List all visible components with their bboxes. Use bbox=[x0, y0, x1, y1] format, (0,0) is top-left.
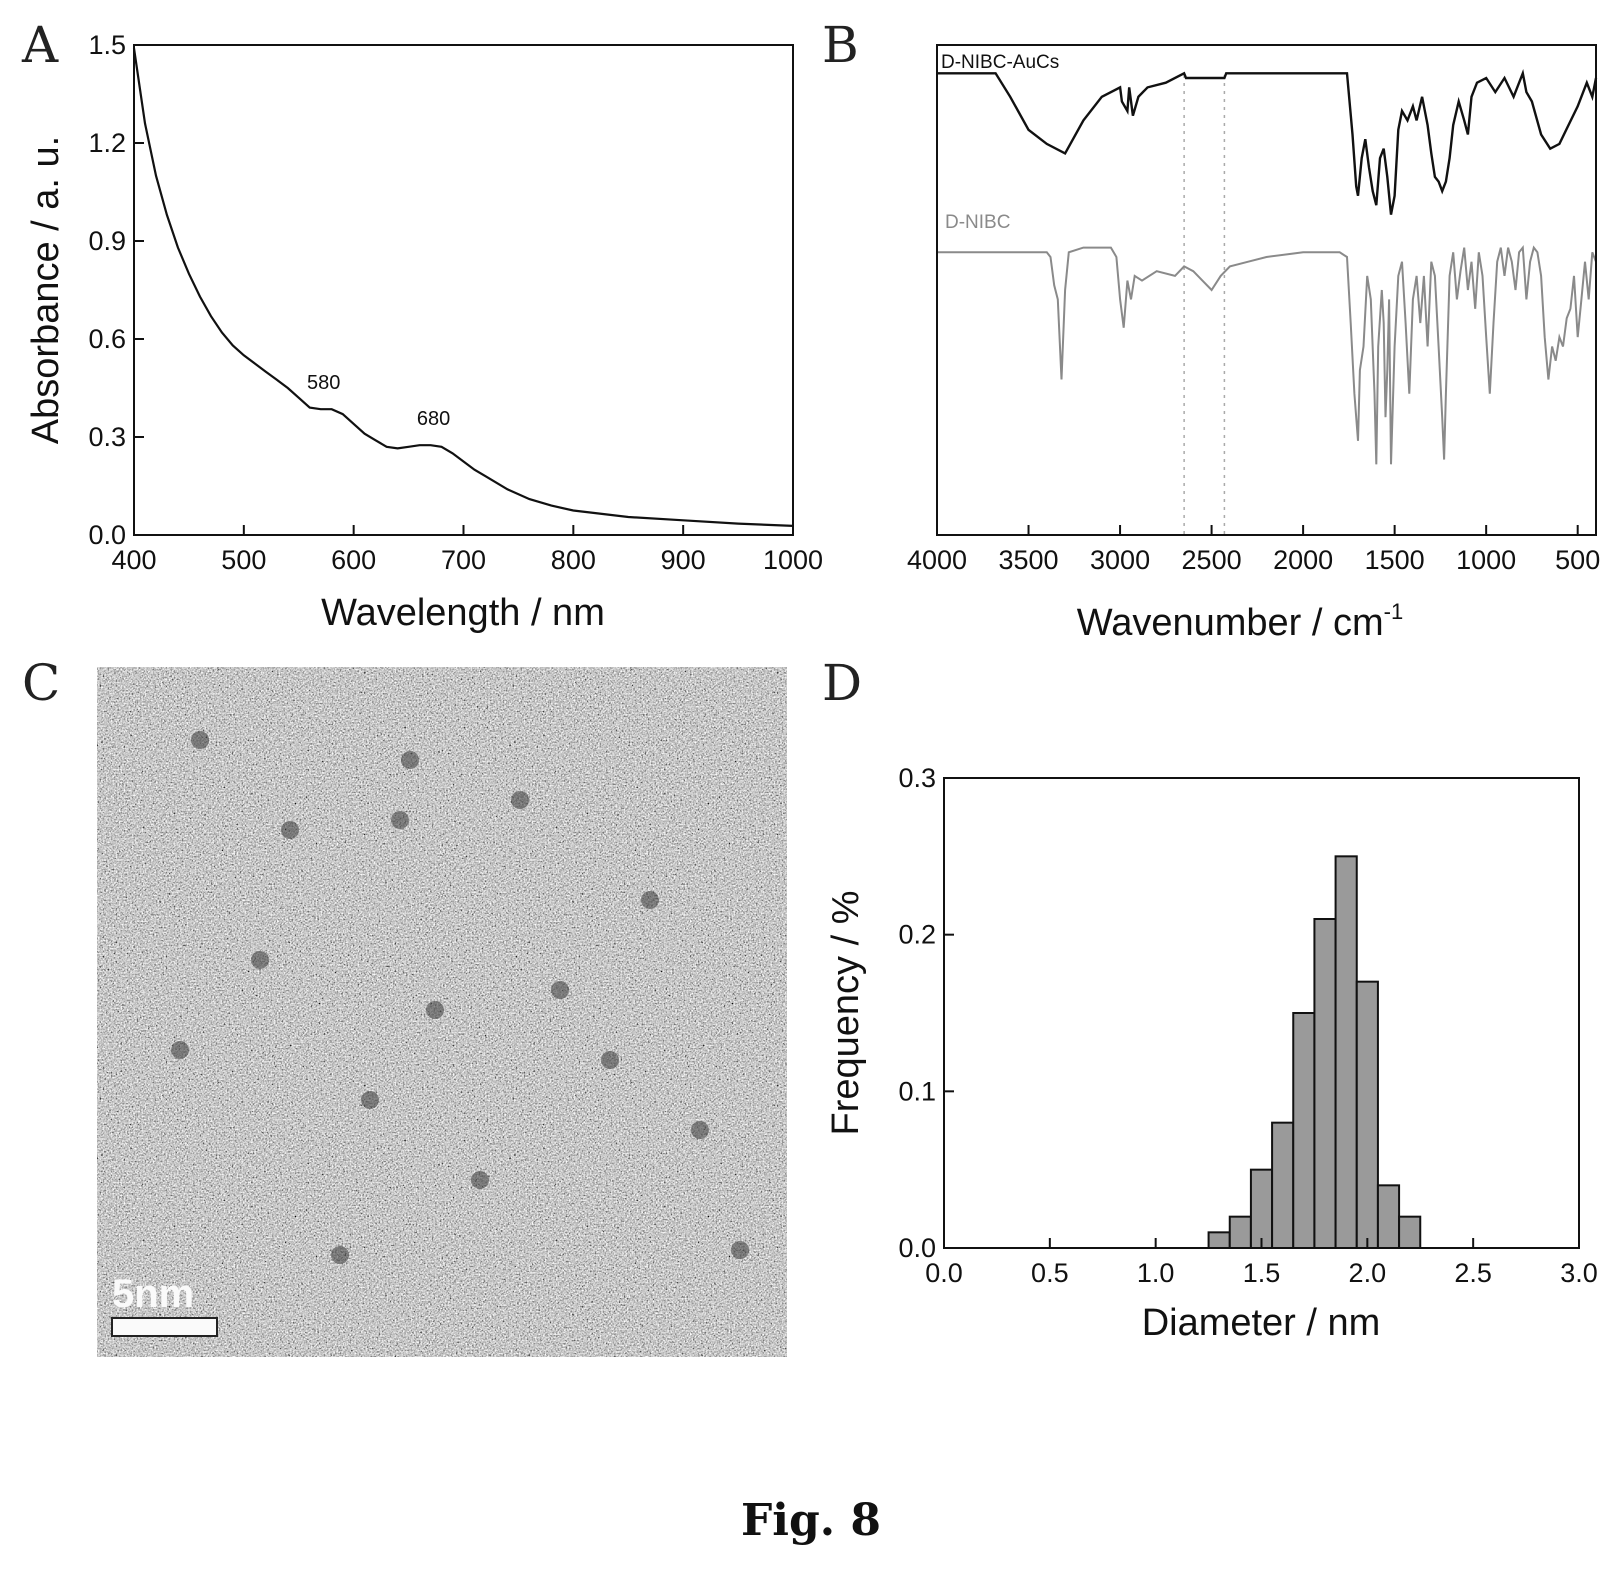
nanocluster-spot bbox=[391, 811, 409, 829]
a-x-tick-label: 1000 bbox=[763, 545, 823, 575]
absorbance-curve bbox=[132, 48, 794, 527]
spectrum-d-nibc-aucs bbox=[937, 69, 1598, 215]
d-y-tick-label: 0.2 bbox=[898, 920, 936, 950]
panel-b: B D-NIBC-AuCs D-NIBC 4000 3500 3000 2500 200… bbox=[822, 16, 1600, 644]
a-x-tick-label: 800 bbox=[551, 545, 596, 575]
label-d-nibc-aucs: D-NIBC-AuCs bbox=[941, 52, 1059, 73]
b-x-tick-label: 2000 bbox=[1273, 545, 1333, 575]
panel-a: A 0.0 0.3 0.6 0.9 1.2 1.5 400 500 600 700 800 900 1… bbox=[21, 16, 823, 634]
b-x-tick-label: 3000 bbox=[1090, 545, 1150, 575]
plot-frame-a bbox=[133, 44, 794, 536]
a-y-tick-label: 0.3 bbox=[88, 422, 126, 452]
d-y-tick-label: 0.1 bbox=[898, 1076, 936, 1106]
d-x-ticks: 0.0 0.5 1.0 1.5 2.0 2.5 3.0 bbox=[925, 1238, 1598, 1288]
histogram-bar bbox=[1376, 1184, 1401, 1250]
panel-letter-a: A bbox=[21, 16, 59, 74]
nanocluster-spot bbox=[251, 951, 269, 969]
b-x-tick-label: 4000 bbox=[907, 545, 967, 575]
histogram-bar bbox=[1292, 1012, 1316, 1249]
nanocluster-spot bbox=[281, 821, 299, 839]
plot-frame-d bbox=[943, 777, 1580, 1249]
d-x-tick-label: 2.5 bbox=[1454, 1258, 1492, 1288]
d-x-tick-label: 0.0 bbox=[925, 1258, 963, 1288]
panel-c: C 5nm bbox=[22, 654, 787, 1357]
d-y-axis-title: Frequency / % bbox=[825, 891, 867, 1136]
a-y-tick-label: 0.9 bbox=[88, 226, 126, 256]
a-x-ticks: 400 500 600 700 800 900 1000 bbox=[111, 525, 823, 575]
nanocluster-spot bbox=[731, 1241, 749, 1259]
a-x-tick-label: 600 bbox=[331, 545, 376, 575]
d-bars bbox=[1207, 855, 1422, 1250]
label-d-nibc: D-NIBC bbox=[945, 212, 1010, 233]
d-y-tick-label: 0.0 bbox=[898, 1233, 936, 1263]
nanocluster-spot bbox=[471, 1171, 489, 1189]
histogram-bar bbox=[1207, 1231, 1231, 1250]
nanocluster-spot bbox=[511, 791, 529, 809]
d-x-tick-label: 0.5 bbox=[1031, 1258, 1069, 1288]
a-x-tick-label: 700 bbox=[441, 545, 486, 575]
a-y-tick-label: 1.5 bbox=[88, 30, 126, 60]
scale-bar-label: 5nm bbox=[112, 1272, 194, 1316]
histogram-bar bbox=[1228, 1215, 1252, 1249]
nanocluster-spot bbox=[551, 981, 569, 999]
annotation-580: 580 bbox=[307, 372, 340, 394]
b-x-axis-title-text: Wavenumber / cm bbox=[1077, 602, 1384, 644]
spectrum-d-nibc bbox=[937, 244, 1597, 465]
scale-bar bbox=[111, 1317, 218, 1337]
nanocluster-spot bbox=[426, 1001, 444, 1019]
histogram-bar bbox=[1249, 1168, 1274, 1249]
panel-d: D 0.0 0.1 0.2 0.3 0.0 0.5 1.0 1.5 2.0 2.5 3.0 Dia… bbox=[822, 654, 1598, 1344]
b-x-ticks: 4000 3500 3000 2500 2000 1500 1000 500 bbox=[907, 525, 1600, 575]
nanocluster-spot bbox=[601, 1051, 619, 1069]
nanocluster-spot bbox=[191, 731, 209, 749]
a-x-tick-label: 900 bbox=[661, 545, 706, 575]
figure-caption: Fig. 8 bbox=[741, 1495, 881, 1546]
histogram-bar bbox=[1313, 918, 1337, 1249]
nanocluster-spot bbox=[331, 1246, 349, 1264]
a-x-axis-title: Wavelength / nm bbox=[321, 592, 605, 634]
panel-letter-c: C bbox=[22, 654, 60, 712]
b-x-axis-title: Wavenumber / cm-1 bbox=[1077, 599, 1403, 644]
d-x-tick-label: 1.0 bbox=[1137, 1258, 1175, 1288]
b-x-tick-label: 3500 bbox=[998, 545, 1058, 575]
panel-letter-d: D bbox=[822, 654, 862, 712]
histogram-bar bbox=[1271, 1121, 1295, 1249]
nanocluster-spot bbox=[641, 891, 659, 909]
d-y-tick-label: 0.3 bbox=[898, 763, 936, 793]
a-y-tick-label: 1.2 bbox=[88, 128, 126, 158]
d-x-tick-label: 3.0 bbox=[1560, 1258, 1598, 1288]
nanocluster-spot bbox=[401, 751, 419, 769]
plot-frame-b bbox=[936, 44, 1597, 536]
d-x-tick-label: 1.5 bbox=[1243, 1258, 1281, 1288]
histogram-bar bbox=[1398, 1215, 1422, 1249]
d-y-ticks: 0.0 0.1 0.2 0.3 bbox=[898, 763, 954, 1263]
d-x-tick-label: 2.0 bbox=[1349, 1258, 1387, 1288]
nanocluster-spots bbox=[171, 731, 749, 1264]
nanocluster-spot bbox=[171, 1041, 189, 1059]
b-x-tick-label: 1000 bbox=[1456, 545, 1516, 575]
d-x-axis-title: Diameter / nm bbox=[1142, 1302, 1381, 1344]
a-y-tick-label: 0.6 bbox=[88, 324, 126, 354]
b-x-tick-label: 500 bbox=[1555, 545, 1600, 575]
b-reference-lines bbox=[1183, 75, 1226, 535]
b-x-tick-label: 1500 bbox=[1365, 545, 1425, 575]
a-x-tick-label: 400 bbox=[111, 545, 156, 575]
histogram-bar bbox=[1355, 980, 1379, 1250]
b-x-tick-label: 2500 bbox=[1182, 545, 1242, 575]
annotation-680: 680 bbox=[417, 408, 450, 430]
a-x-tick-label: 500 bbox=[221, 545, 266, 575]
nanocluster-spot bbox=[361, 1091, 379, 1109]
b-x-axis-title-sup: -1 bbox=[1384, 599, 1404, 624]
nanocluster-spot bbox=[691, 1121, 709, 1139]
a-y-tick-label: 0.0 bbox=[88, 520, 126, 550]
a-y-axis-title: Absorbance / a. u. bbox=[25, 136, 67, 444]
panel-letter-b: B bbox=[822, 16, 859, 74]
histogram-bar bbox=[1334, 855, 1358, 1249]
a-y-ticks: 0.0 0.3 0.6 0.9 1.2 1.5 bbox=[88, 30, 144, 550]
